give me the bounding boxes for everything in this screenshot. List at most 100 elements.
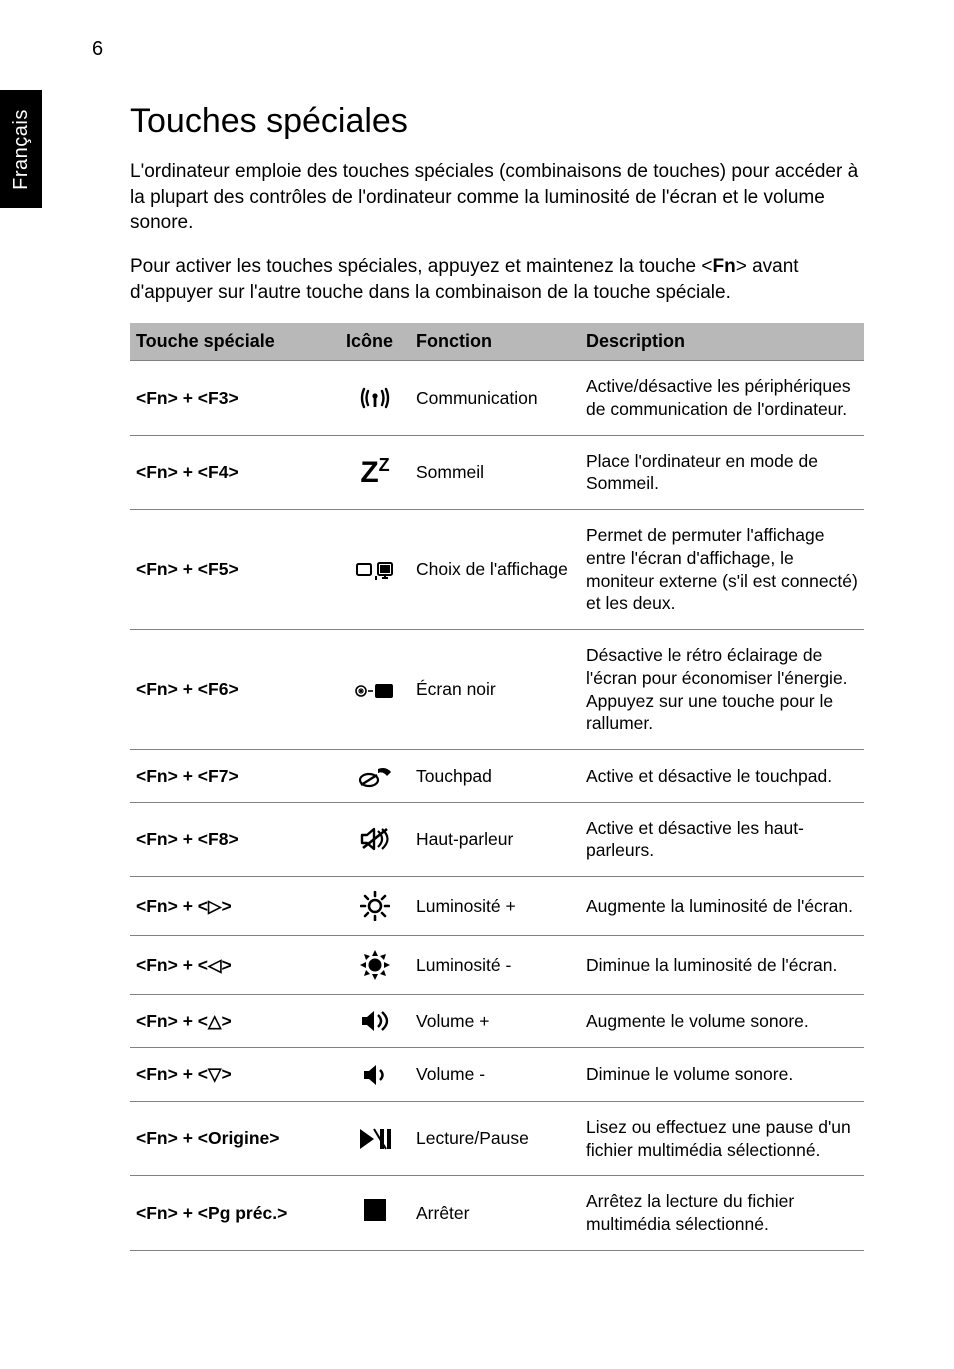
th-fn: Fonction: [410, 323, 580, 361]
k1: Fn: [146, 559, 167, 579]
desc-cell: Active/désactive les périphériques de co…: [580, 361, 864, 436]
hotkey-table: Touche spéciale Icône Fonction Descripti…: [130, 323, 864, 1251]
k2: F5: [208, 559, 228, 579]
table-header-row: Touche spéciale Icône Fonction Descripti…: [130, 323, 864, 361]
language-tab: Français: [0, 90, 42, 208]
fn-cell: Luminosité +: [410, 877, 580, 936]
icon-cell: ZZ: [340, 435, 410, 510]
icon-cell: [340, 510, 410, 630]
key-cell: <Fn> + <Origine>: [130, 1101, 340, 1176]
k2: F3: [208, 388, 228, 408]
k2: △: [208, 1011, 221, 1031]
fn-cell: Communication: [410, 361, 580, 436]
k2: F4: [208, 462, 228, 482]
table-row: <Fn> + <Pg préc.> Arrêter Arrêtez la lec…: [130, 1176, 864, 1251]
desc-cell: Arrêtez la lecture du fichier multimédia…: [580, 1176, 864, 1251]
desc-cell: Lisez ou effectuez une pause d'un fichie…: [580, 1101, 864, 1176]
k1: Fn: [146, 955, 167, 975]
icon-cell: [340, 802, 410, 877]
key-cell: <Fn> + <△>: [130, 995, 340, 1048]
desc-cell: Permet de permuter l'affichage entre l'é…: [580, 510, 864, 630]
k2: F8: [208, 829, 228, 849]
play-pause-icon: [358, 1127, 392, 1151]
desc-cell: Active et désactive le touchpad.: [580, 750, 864, 802]
icon-cell: [340, 877, 410, 936]
icon-cell: [340, 1176, 410, 1251]
page-number: 6: [92, 38, 103, 61]
desc-cell: Active et désactive les haut-parleurs.: [580, 802, 864, 877]
k2: F6: [208, 679, 228, 699]
k1: Fn: [146, 462, 167, 482]
k2: ▷: [208, 896, 221, 916]
desc-cell: Désactive le rétro éclairage de l'écran …: [580, 630, 864, 750]
fn-cell: Luminosité -: [410, 936, 580, 995]
desc-cell: Diminue le volume sonore.: [580, 1048, 864, 1101]
page-title: Touches spéciales: [130, 102, 864, 141]
p2-bold: Fn: [712, 256, 735, 277]
th-desc: Description: [580, 323, 864, 361]
screen-off-icon: [355, 682, 395, 700]
key-cell: <Fn> + <F7>: [130, 750, 340, 802]
k2: F7: [208, 766, 228, 786]
intro-paragraph-1: L'ordinateur emploie des touches spécial…: [130, 159, 864, 236]
wireless-icon: [360, 385, 390, 411]
icon-cell: [340, 1101, 410, 1176]
desc-cell: Diminue la luminosité de l'écran.: [580, 936, 864, 995]
display-switch-icon: [356, 561, 394, 581]
desc-cell: Place l'ordinateur en mode de Sommeil.: [580, 435, 864, 510]
k1: Fn: [146, 1064, 167, 1084]
k1: Fn: [146, 679, 167, 699]
volume-up-icon: [360, 1009, 390, 1033]
k2: ▽: [208, 1064, 221, 1084]
table-row: <Fn> + <△> Volume + Augmente le volume s…: [130, 995, 864, 1048]
th-key: Touche spéciale: [130, 323, 340, 361]
icon-cell: [340, 1048, 410, 1101]
table-row: <Fn> + <F3> Communication Active/désacti…: [130, 361, 864, 436]
k2: ◁: [208, 955, 221, 975]
table-row: <Fn> + <▷> Luminosité + Augmente la lumi…: [130, 877, 864, 936]
icon-cell: [340, 361, 410, 436]
volume-down-icon: [362, 1063, 388, 1087]
k1: Fn: [146, 766, 167, 786]
table-row: <Fn> + <◁> Luminosité - Diminue la lumin…: [130, 936, 864, 995]
fn-cell: Écran noir: [410, 630, 580, 750]
k1: Fn: [146, 388, 167, 408]
key-cell: <Fn> + <◁>: [130, 936, 340, 995]
page: 6 Français Touches spéciales L'ordinateu…: [0, 0, 954, 1369]
fn-cell: Touchpad: [410, 750, 580, 802]
k1: Fn: [146, 896, 167, 916]
p2-pre: Pour activer les touches spéciales, appu…: [130, 256, 712, 277]
icon-cell: [340, 995, 410, 1048]
key-cell: <Fn> + <▽>: [130, 1048, 340, 1101]
table-row: <Fn> + <F8> Haut-parleur Active et désac…: [130, 802, 864, 877]
key-cell: <Fn> + <F5>: [130, 510, 340, 630]
desc-cell: Augmente le volume sonore.: [580, 995, 864, 1048]
table-row: <Fn> + <▽> Volume - Diminue le volume so…: [130, 1048, 864, 1101]
brightness-up-icon: [360, 891, 390, 921]
table-row: <Fn> + <Origine> Lecture/Pause Lisez ou …: [130, 1101, 864, 1176]
touchpad-icon: [358, 766, 392, 788]
icon-cell: [340, 630, 410, 750]
key-cell: <Fn> + <F4>: [130, 435, 340, 510]
fn-cell: Choix de l'affichage: [410, 510, 580, 630]
key-cell: <Fn> + <F6>: [130, 630, 340, 750]
k2: Pg préc.: [208, 1203, 277, 1223]
k1: Fn: [146, 1011, 167, 1031]
brightness-down-icon: [360, 950, 390, 980]
th-icon: Icône: [340, 323, 410, 361]
table-row: <Fn> + <F5> Choix de l'affichage Permet …: [130, 510, 864, 630]
fn-cell: Haut-parleur: [410, 802, 580, 877]
icon-cell: [340, 936, 410, 995]
k1: Fn: [146, 1203, 167, 1223]
speaker-mute-icon: [360, 826, 390, 852]
k1: Fn: [146, 1128, 167, 1148]
key-cell: <Fn> + <Pg préc.>: [130, 1176, 340, 1251]
language-tab-label: Français: [10, 109, 33, 190]
fn-cell: Volume -: [410, 1048, 580, 1101]
fn-cell: Volume +: [410, 995, 580, 1048]
key-cell: <Fn> + <F3>: [130, 361, 340, 436]
stop-icon: [364, 1199, 386, 1221]
fn-cell: Lecture/Pause: [410, 1101, 580, 1176]
icon-cell: [340, 750, 410, 802]
key-cell: <Fn> + <▷>: [130, 877, 340, 936]
